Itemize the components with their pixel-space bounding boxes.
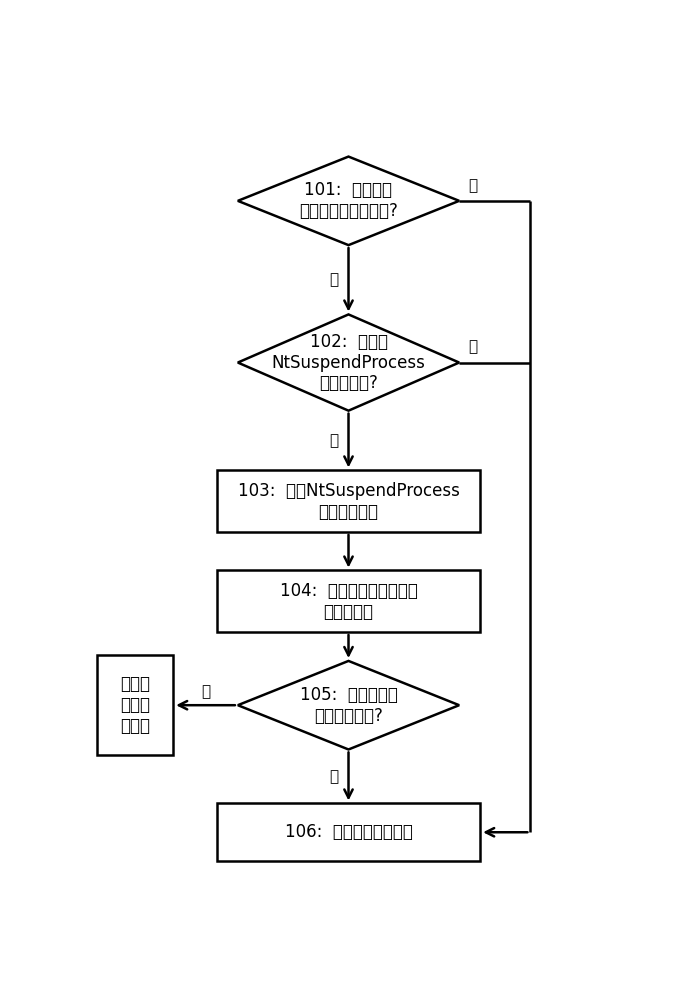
Text: 否: 否 (468, 178, 477, 193)
Text: 106:  新建进程继续执行: 106: 新建进程继续执行 (284, 823, 413, 841)
Text: 是: 是 (329, 769, 339, 784)
Text: 否: 否 (468, 340, 477, 355)
Bar (97, 655, 173, 755)
Text: 101:  能获取到
新建进程的相关信息?: 101: 能获取到 新建进程的相关信息? (299, 181, 398, 220)
Text: 否: 否 (201, 684, 210, 699)
Polygon shape (238, 157, 459, 245)
Polygon shape (238, 661, 459, 749)
Bar (217, 570, 480, 632)
Bar (217, 470, 480, 532)
Text: 对新建
进程进
行拦截: 对新建 进程进 行拦截 (120, 675, 150, 735)
Text: 102:  获取到
NtSuspendProcess
的调用地址?: 102: 获取到 NtSuspendProcess 的调用地址? (271, 333, 426, 392)
Text: 105:  对新建进程
做出放行处理?: 105: 对新建进程 做出放行处理? (300, 686, 397, 725)
Text: 103:  采用NtSuspendProcess
挂起新建进程: 103: 采用NtSuspendProcess 挂起新建进程 (237, 482, 460, 521)
Text: 104:  应用层将检测结果通
知驱动程序: 104: 应用层将检测结果通 知驱动程序 (279, 582, 418, 621)
Bar (217, 803, 480, 861)
Text: 是: 是 (329, 272, 339, 287)
Text: 是: 是 (329, 433, 339, 448)
Polygon shape (238, 314, 459, 411)
